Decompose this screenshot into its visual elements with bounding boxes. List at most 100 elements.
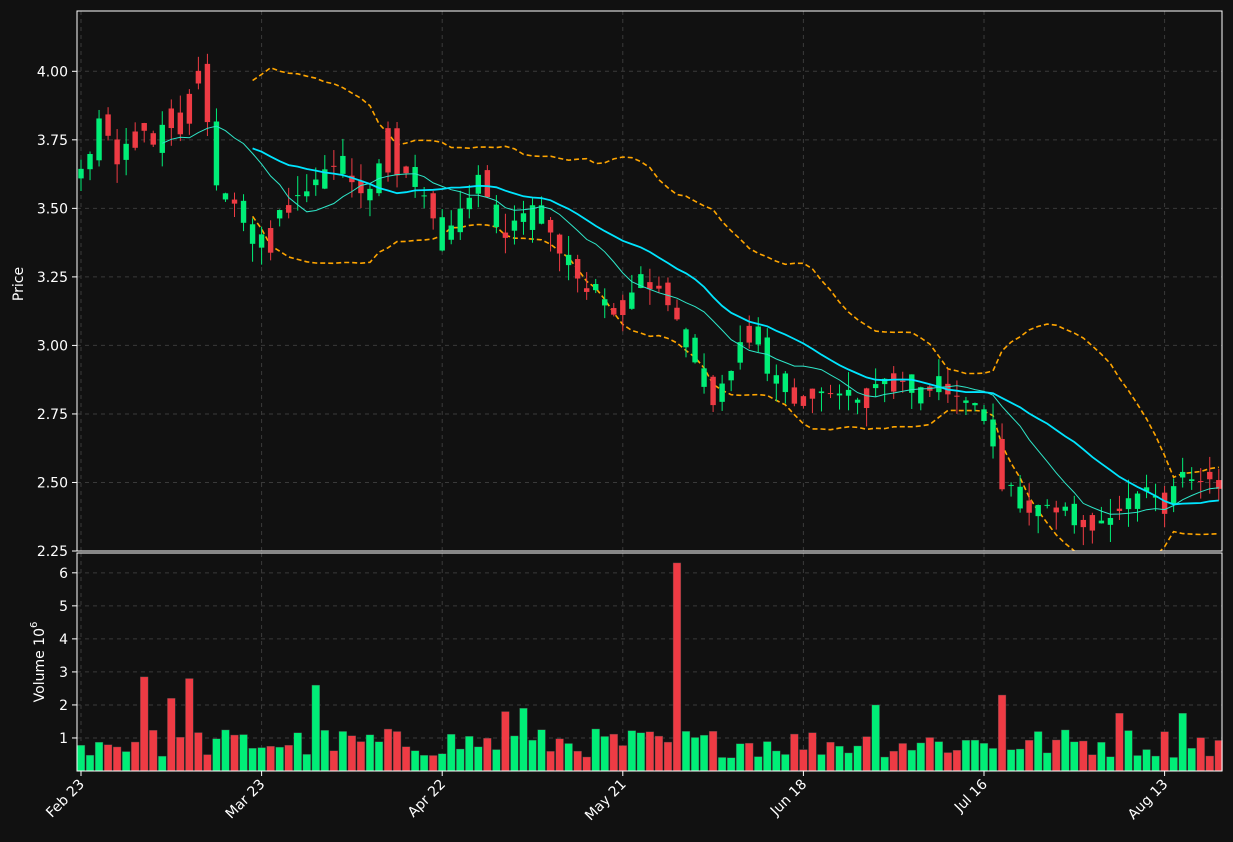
volume-bar-72	[727, 757, 736, 772]
volume-bar-99	[970, 739, 980, 772]
candle-11	[177, 95, 184, 142]
candle-46	[493, 195, 500, 234]
volume-bar-40	[438, 753, 447, 772]
volume-bar-43	[465, 736, 474, 772]
candle-43	[466, 184, 472, 219]
candle-body-22	[276, 210, 283, 219]
candle-64	[656, 276, 662, 294]
volume-bar-123	[1187, 748, 1196, 772]
candle-body-1	[87, 154, 93, 170]
volume-bar-55	[573, 750, 582, 772]
volume-bar-63	[645, 731, 654, 772]
candle-108	[1053, 500, 1059, 530]
volume-bar-103	[1006, 749, 1016, 772]
volume-bar-65	[663, 741, 673, 772]
volume-bar-53	[555, 738, 564, 772]
volume-bar-21	[266, 746, 275, 772]
volume-bar-31	[356, 741, 366, 772]
candle-body-103	[1008, 484, 1014, 486]
sma-short-line	[162, 125, 1219, 515]
candle-body-14	[204, 63, 211, 123]
bollinger-lower-line	[251, 215, 1219, 551]
candle-body-120	[1161, 492, 1168, 514]
volume-bar-11	[176, 736, 185, 772]
candle-body-68	[692, 337, 698, 363]
candle-body-76	[764, 337, 770, 374]
candle-114	[1107, 498, 1114, 543]
candle-body-44	[475, 174, 482, 194]
volume-bar-84	[835, 745, 844, 772]
candle-85	[845, 372, 852, 411]
volume-bar-85	[844, 752, 853, 772]
volume-ytick-label-1: 2	[59, 698, 68, 714]
volume-bar-100	[979, 743, 989, 772]
candle-120	[1161, 486, 1168, 528]
candle-body-26	[313, 179, 319, 186]
candle-106	[1035, 504, 1041, 534]
candle-body-28	[331, 165, 337, 167]
candle-body-78	[782, 373, 789, 393]
candle-body-102	[999, 438, 1005, 490]
candle-88	[872, 368, 879, 397]
candle-42	[457, 190, 463, 240]
candle-4	[114, 129, 120, 183]
volume-bar-115	[1115, 712, 1124, 772]
candle-body-72	[728, 370, 734, 381]
candle-body-25	[304, 191, 310, 197]
candle-48	[511, 205, 518, 245]
volume-ytick-label-2: 3	[59, 665, 68, 681]
candle-body-106	[1035, 504, 1041, 517]
volume-bar-36	[401, 746, 411, 772]
candle-body-8	[150, 133, 156, 145]
candle-body-53	[556, 234, 563, 254]
candle-3	[105, 107, 111, 141]
candle-28	[331, 150, 337, 180]
candle-60	[620, 294, 626, 332]
candle-81	[809, 388, 816, 414]
candle-50	[529, 198, 536, 243]
candle-21	[267, 220, 274, 261]
candle-14	[204, 53, 211, 137]
candle-123	[1188, 467, 1195, 490]
candle-54	[565, 236, 572, 281]
price-ytick-label-1: 2.50	[37, 475, 68, 491]
candle-body-84	[836, 393, 843, 396]
candle-20	[258, 226, 265, 265]
volume-ytick-label-3: 4	[59, 632, 68, 648]
volume-ytick-label-0: 1	[59, 731, 68, 747]
volume-bar-13	[194, 732, 203, 772]
candle-18	[240, 194, 247, 232]
candle-16	[222, 192, 229, 202]
candle-body-5	[123, 143, 129, 160]
candle-body-39	[430, 193, 436, 219]
candle-55	[574, 254, 581, 293]
volume-bar-77	[772, 750, 781, 772]
candle-body-29	[340, 155, 346, 174]
candle-67	[683, 327, 689, 358]
candle-body-90	[891, 373, 897, 392]
volume-bar-101	[988, 748, 998, 772]
candle-body-21	[267, 228, 274, 253]
candle-body-80	[800, 396, 807, 406]
candle-93	[918, 386, 924, 411]
candle-56	[583, 272, 590, 300]
volume-bar-51	[537, 729, 546, 772]
candle-22	[276, 209, 283, 227]
candle-101	[990, 403, 996, 459]
candle-body-2	[96, 118, 102, 161]
volume-bar-28	[329, 750, 338, 772]
price-ytick-label-3: 3.00	[37, 338, 68, 354]
candle-72	[728, 370, 734, 392]
candle-40	[439, 209, 445, 252]
volume-bar-64	[654, 735, 664, 772]
price-ytick-label-6: 3.75	[37, 133, 68, 149]
volume-bar-76	[763, 741, 772, 772]
candle-107	[1044, 499, 1050, 509]
candle-87	[863, 387, 870, 427]
candle-body-100	[981, 409, 987, 421]
candle-45	[484, 165, 491, 199]
candle-body-24	[295, 195, 301, 197]
volume-bar-92	[907, 749, 916, 772]
volume-bar-5	[122, 751, 131, 772]
candle-body-118	[1143, 487, 1150, 492]
